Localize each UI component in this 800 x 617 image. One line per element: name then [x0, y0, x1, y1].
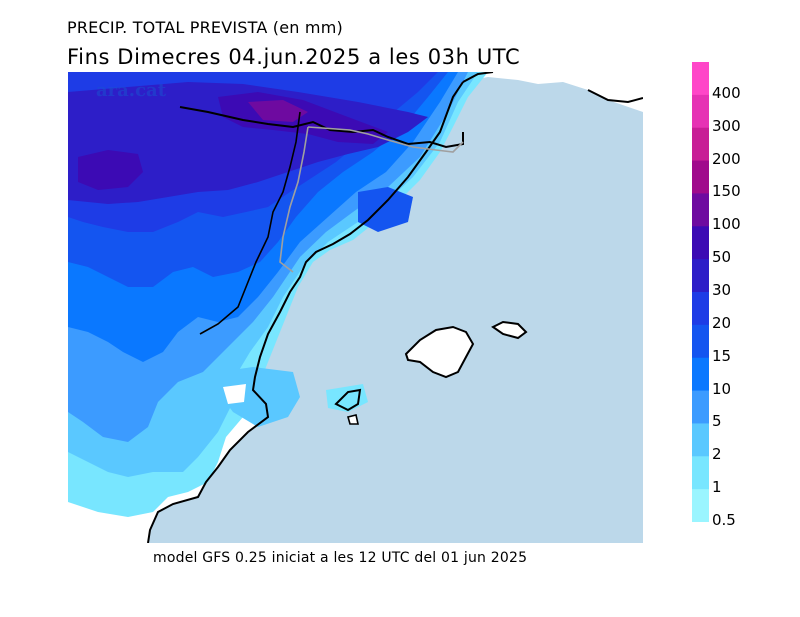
ibiza-island — [334, 388, 362, 412]
legend-swatch — [692, 259, 709, 293]
precipitation-map: ara.cat — [68, 72, 643, 543]
chart-title: PRECIP. TOTAL PREVISTA (en mm) — [67, 18, 343, 37]
legend-label: 0.5 — [712, 511, 736, 529]
legend-label: 150 — [712, 182, 741, 201]
legend-swatch — [692, 489, 709, 522]
precipitation-layer — [68, 72, 488, 517]
valid-time-subtitle: Fins Dimecres 04.jun.2025 a les 03h UTC — [67, 45, 521, 69]
legend-swatch — [692, 62, 709, 96]
color-legend-bar — [692, 62, 709, 522]
legend-label: 10 — [712, 379, 732, 398]
pyrenees-border — [179, 106, 464, 149]
legend-swatch — [692, 357, 709, 392]
ara-cat-watermark: ara.cat — [96, 80, 167, 101]
legend-label: 20 — [712, 313, 732, 332]
legend-label: 15 — [712, 346, 732, 365]
legend-swatch — [692, 160, 709, 194]
legend-swatch — [692, 193, 709, 227]
legend-swatch — [692, 423, 709, 457]
legend-label: 200 — [712, 149, 741, 168]
model-footer: model GFS 0.25 iniciat a les 12 UTC del … — [153, 550, 528, 566]
legend-swatch — [692, 94, 709, 129]
legend-swatch — [692, 324, 709, 359]
legend-label: 300 — [712, 116, 741, 135]
mallorca-island — [404, 325, 475, 379]
legend-swatch — [692, 292, 709, 326]
legend-swatch — [692, 456, 709, 490]
coastline — [147, 81, 464, 543]
legend-label: 2 — [712, 445, 722, 464]
formentera-island — [347, 414, 359, 425]
france-coast — [462, 72, 643, 104]
legend-swatch — [692, 127, 709, 162]
legend-label: 400 — [712, 83, 741, 102]
admin-boundary — [279, 126, 464, 273]
region-border — [199, 111, 301, 335]
legend-swatch — [692, 390, 709, 424]
legend-label: 50 — [712, 248, 732, 267]
legend-label: 30 — [712, 281, 732, 299]
legend-label: 1 — [712, 478, 722, 497]
legend-swatch — [692, 226, 709, 260]
legend-label: 5 — [712, 412, 722, 431]
menorca-island — [491, 320, 528, 340]
legend-label: 100 — [712, 215, 741, 234]
